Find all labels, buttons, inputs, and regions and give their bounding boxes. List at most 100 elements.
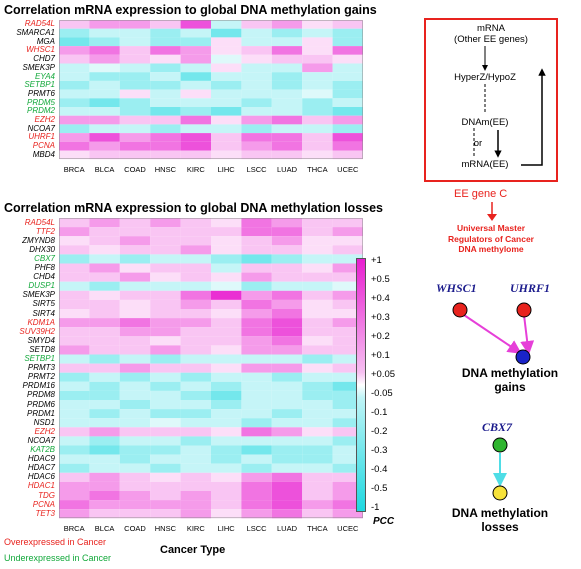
top-gene-label: UHRF1 — [28, 132, 55, 142]
bottom-cell-sirt4-brca — [59, 309, 90, 319]
top-cell-mga-lihc — [211, 37, 242, 47]
bottom-cell-kdm1a-lscc — [241, 318, 272, 328]
top-cell-chd7-blca — [89, 54, 120, 64]
top-cell-smek3p-hnsc — [150, 63, 181, 73]
bottom-gene-label: RAD54L — [24, 217, 55, 227]
bottom-cell-kdm1a-lihc — [211, 318, 242, 328]
bottom-cell-setd8-thca — [302, 345, 333, 355]
bottom-cell-sirt5-hnsc — [150, 299, 181, 309]
bottom-cell-hdac9-ucec — [332, 454, 363, 464]
bottom-cell-tdg-ucec — [332, 491, 363, 501]
bottom-cell-hdac6-blca — [89, 472, 120, 482]
bottom-cell-chd4-brca — [59, 272, 90, 282]
bottom-cell-ttf2-lihc — [211, 227, 242, 237]
bottom-cell-kdm1a-thca — [302, 318, 333, 328]
top-gene-label: SMARCA1 — [16, 28, 55, 38]
bottom-cell-prmt2-ucec — [332, 372, 363, 382]
bottom-cell-tdg-blca — [89, 491, 120, 501]
top-cell-whsc1-ucec — [332, 46, 363, 55]
top-cell-eya4-lscc — [241, 72, 272, 81]
top-cell-mbd4-blca — [89, 150, 120, 160]
top-cell-prmt6-coad — [119, 89, 151, 99]
top-cell-eya4-blca — [89, 72, 120, 81]
top-cell-chd7-thca — [302, 54, 333, 64]
red-down-arrow — [487, 202, 497, 221]
top-cell-prdm5-hnsc — [150, 98, 181, 107]
bottom-cell-sirt5-kirc — [180, 299, 211, 309]
bottom-cell-sirt5-lscc — [241, 299, 272, 309]
bottom-cell-ezh2-thca — [302, 427, 333, 437]
top-cell-mga-blca — [89, 37, 120, 47]
bottom-cell-prmt2-coad — [119, 372, 151, 382]
bottom-cell-prdm6-lihc — [211, 400, 242, 410]
bottom-cell-nsd1-coad — [119, 418, 151, 428]
top-cell-rad54l-thca — [302, 20, 333, 29]
bottom-cell-nsd1-ucec — [332, 418, 363, 428]
bottom-cell-hdac1-ucec — [332, 481, 363, 491]
bottom-cell-nsd1-blca — [89, 418, 120, 428]
bottom-cell-ncoa7-hnsc — [150, 436, 181, 446]
top-cell-smek3p-lihc — [211, 63, 242, 73]
top-cell-pcna-lscc — [241, 141, 272, 151]
top-cell-prdm5-kirc — [180, 98, 211, 107]
bottom-cell-sirt4-coad — [119, 309, 151, 319]
bottom-cell-kat2b-blca — [89, 445, 120, 455]
bottom-cell-hdac6-hnsc — [150, 472, 181, 482]
bottom-cell-smek3p-hnsc — [150, 290, 181, 300]
top-cell-pcna-coad — [119, 141, 151, 151]
bottom-cell-pcna-brca — [59, 500, 90, 510]
bottom-gene-label: SETBP1 — [24, 354, 55, 364]
bottom-cell-hdac9-coad — [119, 454, 151, 464]
bottom-cell-ncoa7-thca — [302, 436, 333, 446]
bottom-cell-hdac1-brca — [59, 481, 90, 491]
top-cell-rad54l-coad — [119, 20, 151, 29]
bottom-cell-ttf2-blca — [89, 227, 120, 237]
bottom-cell-prdm1-lscc — [241, 409, 272, 419]
bottom-cell-prdm6-coad — [119, 400, 151, 410]
bottom-gene-label: SMYD4 — [27, 335, 55, 345]
bottom-cell-tdg-coad — [119, 491, 151, 501]
bottom-cell-dusp1-hnsc — [150, 281, 181, 291]
top-cell-prdm2-hnsc — [150, 107, 181, 116]
top-cell-whsc1-brca — [59, 46, 90, 55]
top-cell-ncoa7-ucec — [332, 124, 363, 134]
top-cell-smarca1-blca — [89, 28, 120, 38]
top-cell-pcna-thca — [302, 141, 333, 151]
bottom-gene-label: SETD8 — [29, 344, 55, 354]
bottom-cell-prdm6-hnsc — [150, 400, 181, 410]
ee-gene-c-box: mRNA (Other EE genes) HyperZ/HypoZ DNAm(… — [424, 18, 558, 182]
bottom-cell-setd8-hnsc — [150, 345, 181, 355]
bottom-cell-prmt2-brca — [59, 372, 90, 382]
bottom-cell-sirt4-ucec — [332, 309, 363, 319]
bottom-cell-ttf2-luad — [271, 227, 303, 237]
bottom-cell-setbp1-brca — [59, 354, 90, 364]
bottom-cell-prmt2-blca — [89, 372, 120, 382]
bottom-cancer-label: KIRC — [186, 524, 205, 534]
bottom-cell-ttf2-kirc — [180, 227, 211, 237]
bottom-cell-chd4-kirc — [180, 272, 211, 282]
top-cell-mbd4-brca — [59, 150, 90, 160]
top-cell-prmt6-ucec — [332, 89, 363, 99]
top-cancer-label: BRCA — [63, 165, 85, 175]
bottom-cell-dusp1-luad — [271, 281, 303, 291]
bottom-cell-setd8-lihc — [211, 345, 242, 355]
top-cell-chd7-hnsc — [150, 54, 181, 64]
bottom-cell-prdm8-coad — [119, 390, 151, 400]
top-cancer-label: BLCA — [94, 165, 115, 175]
cbx7-node — [492, 437, 508, 453]
legend-title: PCC — [373, 516, 395, 527]
bottom-cell-smyd4-kirc — [180, 336, 211, 346]
bottom-cell-cbx7-kirc — [180, 254, 211, 264]
bottom-cell-kat2b-lihc — [211, 445, 242, 455]
bottom-cell-zmynd8-coad — [119, 236, 151, 246]
top-cell-rad54l-luad — [271, 20, 303, 29]
top-cell-mbd4-ucec — [332, 150, 363, 160]
flow-other-genes: (Other EE genes) — [454, 34, 528, 45]
flow-dnam: DNAm(EE) — [461, 117, 509, 128]
bottom-cell-kdm1a-coad — [119, 318, 151, 328]
bottom-cell-cbx7-hnsc — [150, 254, 181, 264]
bottom-cell-kdm1a-luad — [271, 318, 303, 328]
bottom-cell-chd4-blca — [89, 272, 120, 282]
top-cell-smarca1-kirc — [180, 28, 211, 38]
top-cell-mbd4-kirc — [180, 150, 211, 160]
